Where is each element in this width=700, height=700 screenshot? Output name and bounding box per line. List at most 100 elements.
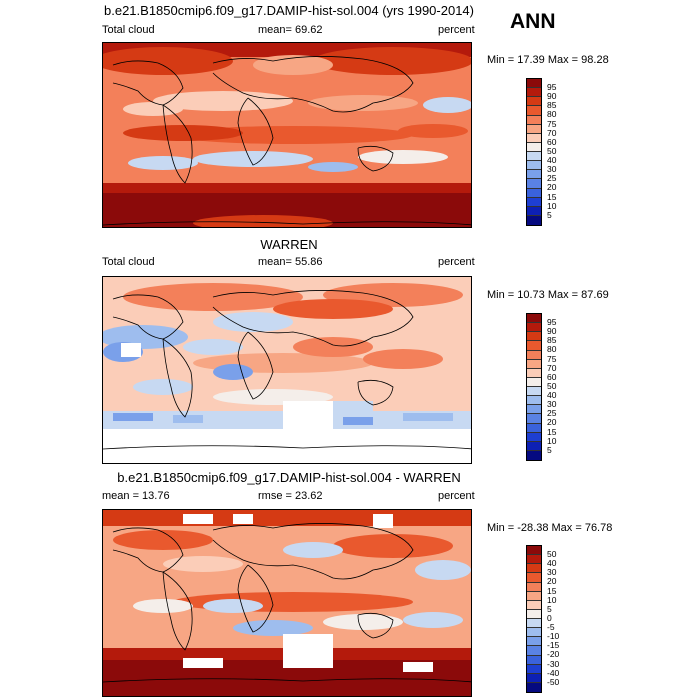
season-label: ANN (510, 10, 556, 33)
colorbar-label: 60 (547, 371, 557, 382)
panel3-minmax: Min = -28.38 Max = 76.78 (487, 522, 613, 534)
colorbar-swatch (527, 591, 541, 601)
panel3-units-label: percent (438, 490, 475, 502)
colorbar-swatch (527, 215, 541, 225)
colorbar-swatch (527, 396, 541, 406)
colorbar-swatch (527, 619, 541, 629)
panel2-minmax: Min = 10.73 Max = 87.69 (487, 289, 609, 301)
panel1-mean-label: mean= 69.62 (258, 24, 323, 36)
panel1-left-label: Total cloud (102, 24, 155, 36)
panel1-map-field (103, 43, 471, 227)
colorbar-label: 15 (547, 191, 557, 202)
panel1-minmax: Min = 17.39 Max = 98.28 (487, 54, 609, 66)
colorbar-swatch (527, 441, 541, 451)
colorbar-label: 70 (547, 127, 557, 138)
colorbar-swatch (527, 106, 541, 116)
colorbar-label: 90 (547, 326, 557, 337)
colorbar-label: 80 (547, 109, 557, 120)
colorbar-swatch (527, 88, 541, 98)
colorbar-swatch (527, 359, 541, 369)
colorbar-label: 30 (547, 399, 557, 410)
colorbar-swatch (527, 188, 541, 198)
colorbar-swatch (527, 206, 541, 216)
colorbar-label: 10 (547, 200, 557, 211)
panel3-map (102, 509, 472, 697)
colorbar-label: 80 (547, 344, 557, 355)
colorbar-swatch (527, 179, 541, 189)
panel2-colorbar (526, 313, 542, 461)
colorbar-label: 75 (547, 118, 557, 129)
panel3-title: b.e21.B1850cmip6.f09_g17.DAMIP-hist-sol.… (117, 470, 461, 485)
colorbar-swatch (527, 564, 541, 574)
colorbar-swatch (527, 555, 541, 565)
colorbar-label: 5 (547, 603, 552, 614)
colorbar-swatch (527, 637, 541, 647)
colorbar-swatch (527, 450, 541, 460)
colorbar-label: 20 (547, 182, 557, 193)
colorbar-swatch (527, 573, 541, 583)
colorbar-label: 15 (547, 426, 557, 437)
colorbar-label: 85 (547, 335, 557, 346)
colorbar-swatch (527, 405, 541, 415)
colorbar-swatch (527, 350, 541, 360)
panel3-mean-label: mean = 13.76 (102, 490, 170, 502)
colorbar-label: 70 (547, 362, 557, 373)
colorbar-label: 40 (547, 390, 557, 400)
panel2-map (102, 276, 472, 464)
colorbar-label: 10 (547, 594, 557, 605)
colorbar-label: 95 (547, 317, 557, 327)
colorbar-swatch (527, 582, 541, 592)
colorbar-label: 40 (547, 155, 557, 165)
colorbar-swatch (527, 97, 541, 107)
colorbar-swatch (527, 682, 541, 692)
colorbar-label: -10 (547, 631, 560, 642)
colorbar-swatch (527, 377, 541, 387)
colorbar-label: 5 (547, 209, 552, 220)
colorbar-swatch (527, 323, 541, 333)
colorbar-label: 15 (547, 585, 557, 596)
colorbar-label: 20 (547, 576, 557, 587)
colorbar-label: 90 (547, 91, 557, 102)
colorbar-swatch (527, 197, 541, 207)
colorbar-swatch (527, 133, 541, 143)
panel3-rmse-label: rmse = 23.62 (258, 490, 323, 502)
colorbar-swatch (527, 124, 541, 134)
colorbar-swatch (527, 161, 541, 171)
colorbar-label: -5 (547, 622, 555, 632)
panel2-colorbar-labels: 95 90 85 80 75 70 60 50 40 30 25 20 15 10 5 (547, 317, 557, 455)
colorbar-label: 50 (547, 380, 557, 391)
panel2-title: WARREN (260, 237, 318, 252)
colorbar-label: 0 (547, 612, 552, 623)
panel3-colorbar-labels: 50 40 30 20 15 10 5 0 -5 -10 -15 -20 -30 -40 -50 (547, 549, 560, 687)
panel2-map-field (103, 277, 471, 463)
colorbar-label: 75 (547, 353, 557, 364)
colorbar-label: 25 (547, 173, 557, 184)
colorbar-swatch (527, 609, 541, 619)
colorbar-swatch (527, 387, 541, 397)
colorbar-label: 25 (547, 408, 557, 419)
panel2-mean-label: mean= 55.86 (258, 256, 323, 268)
colorbar-label: 85 (547, 100, 557, 111)
colorbar-swatch (527, 646, 541, 656)
panel1-units-label: percent (438, 24, 475, 36)
colorbar-label: 40 (547, 558, 557, 569)
colorbar-swatch (527, 152, 541, 162)
colorbar-label: -40 (547, 667, 560, 678)
panel2-left-label: Total cloud (102, 256, 155, 268)
colorbar-swatch (527, 414, 541, 424)
colorbar-swatch (527, 600, 541, 610)
colorbar-swatch (527, 546, 541, 556)
colorbar-swatch (527, 368, 541, 378)
colorbar-label: -30 (547, 658, 560, 669)
colorbar-swatch (527, 170, 541, 180)
colorbar-swatch (527, 628, 541, 638)
colorbar-label: 5 (547, 444, 552, 455)
colorbar-label: -50 (547, 676, 560, 687)
colorbar-label: 50 (547, 145, 557, 156)
panel1-map (102, 42, 472, 228)
colorbar-swatch (527, 655, 541, 665)
colorbar-label: 10 (547, 435, 557, 446)
colorbar-label: -20 (547, 649, 560, 660)
colorbar-label: 50 (547, 549, 557, 559)
colorbar-label: 30 (547, 164, 557, 175)
